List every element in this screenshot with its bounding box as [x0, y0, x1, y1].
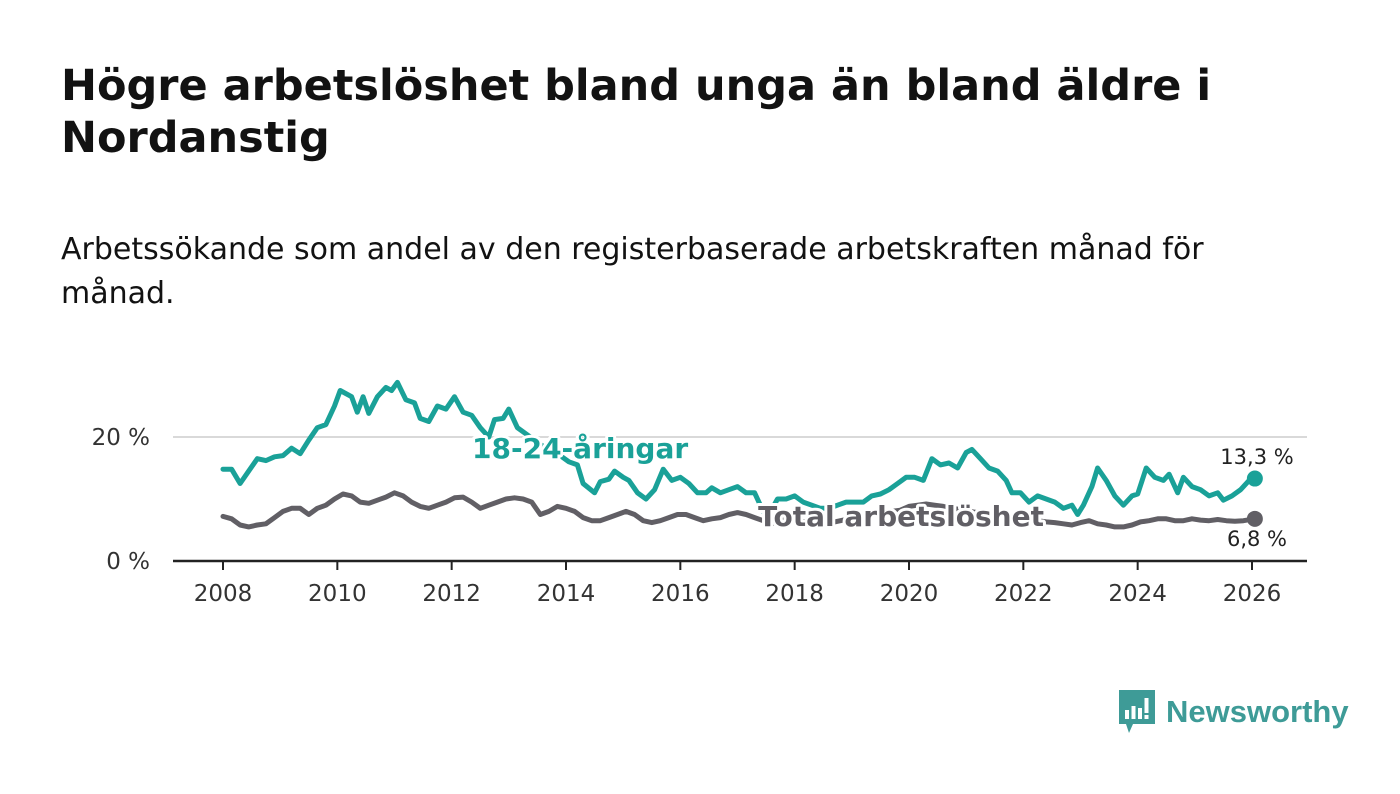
series-name-label-total: Total arbetslöshet	[758, 500, 1044, 533]
chart-title: Högre arbetslöshet bland unga än bland ä…	[61, 61, 1212, 163]
x-tick-label-2010: 2010	[308, 581, 367, 607]
series-line-youth	[220, 379, 1258, 517]
series-end-marker-total	[1246, 510, 1263, 527]
end-value-label-total: 6,8 %	[1227, 527, 1287, 551]
x-axis: 2008 2010 2012 2014 2016 2018 2020 2022 2024 2026	[173, 559, 1307, 607]
series-name-label-youth: 18-24-åringar	[472, 432, 688, 465]
x-tick-label-2016: 2016	[651, 581, 710, 607]
x-tick-label-2020: 2020	[880, 581, 939, 607]
series-lines	[220, 379, 1263, 530]
series-end-marker-youth	[1246, 470, 1263, 487]
y-tick-label-0: 0 %	[106, 549, 150, 575]
y-tick-label-20: 20 %	[92, 425, 150, 451]
chart-subtitle: Arbetssökande som andel av den registerb…	[61, 232, 1204, 311]
y-axis-labels: 0 % 20 %	[92, 425, 150, 575]
x-tick-label-2012: 2012	[422, 581, 481, 607]
series-line-total	[220, 490, 1258, 530]
x-tick-label-2018: 2018	[765, 581, 824, 607]
x-tick-label-2024: 2024	[1108, 581, 1167, 607]
x-tick-label-2014: 2014	[537, 581, 596, 607]
x-tick-label-2008: 2008	[194, 581, 253, 607]
newsworthy-logo: Newsworthy	[1119, 690, 1349, 734]
x-tick-label-2022: 2022	[994, 581, 1053, 607]
series-labels: 18-24-åringar Total arbetslöshet 13,3 % 6,8…	[469, 429, 1294, 551]
newsworthy-logo-text: Newsworthy	[1166, 694, 1349, 729]
x-tick-label-2026: 2026	[1223, 581, 1282, 607]
end-value-label-youth: 13,3 %	[1220, 445, 1293, 469]
newsworthy-logo-icon	[1119, 690, 1155, 733]
